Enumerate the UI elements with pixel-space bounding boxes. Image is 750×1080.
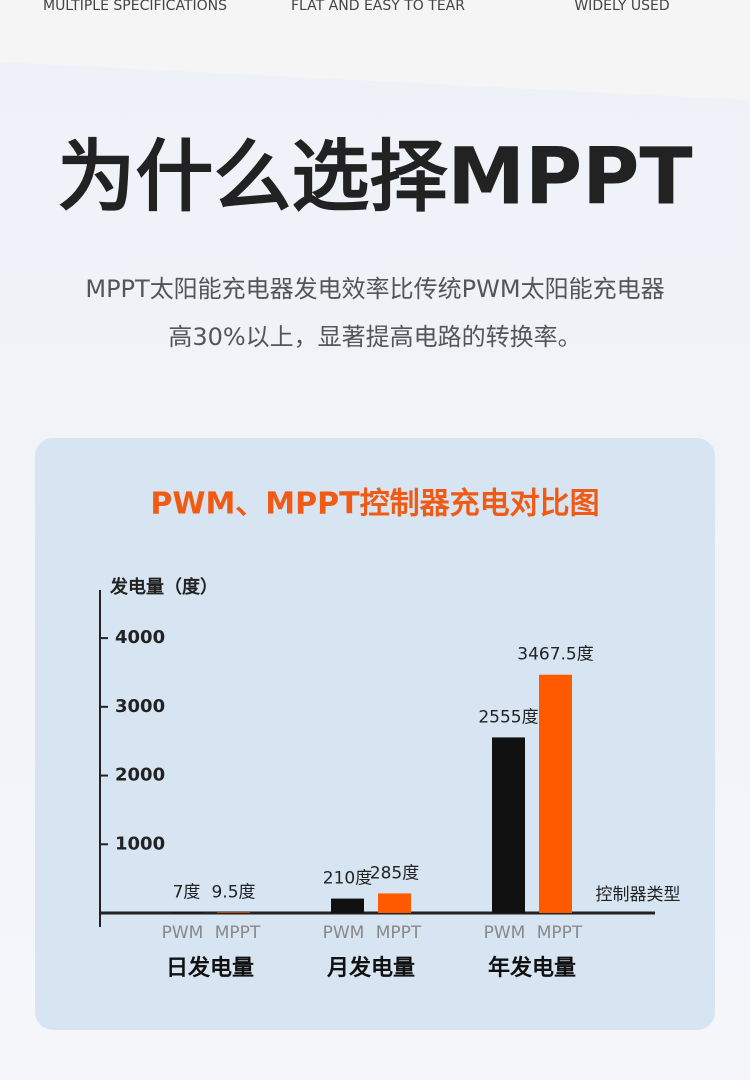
top-strip <box>0 0 750 100</box>
y-tick-label: 3000 <box>115 696 165 717</box>
y-tick-label: 2000 <box>115 765 165 786</box>
y-tick-label: 1000 <box>115 833 165 854</box>
value-label: 285度 <box>370 863 419 883</box>
series-label: MPPT <box>215 923 261 943</box>
feature: FLAT AND EASY TO TEAR <box>291 0 465 14</box>
category-label: 月发电量 <box>326 955 415 981</box>
bar <box>378 893 411 913</box>
value-label: 9.5度 <box>211 882 255 902</box>
category-label: 年发电量 <box>488 955 576 981</box>
series-label: PWM <box>162 923 204 943</box>
series-label: PWM <box>484 923 526 943</box>
value-label: 7度 <box>173 883 201 903</box>
feature: WIDELY USED <box>574 0 669 14</box>
value-label: 3467.5度 <box>517 645 593 665</box>
y-axis-label: 发电量（度） <box>109 576 218 598</box>
series-label: MPPT <box>376 923 422 943</box>
page-title: 为什么选择MPPT <box>57 132 692 222</box>
value-label: 210度 <box>323 869 372 889</box>
series-label: PWM <box>323 923 365 943</box>
bar <box>539 674 572 913</box>
value-label: 2555度 <box>478 707 538 727</box>
category-label: 日发电量 <box>166 955 254 981</box>
bar <box>492 737 525 913</box>
bar <box>331 898 364 913</box>
x-axis-label: 控制器类型 <box>596 885 681 905</box>
description: 高30%以上，显著提高电路的转换率。 <box>168 323 581 351</box>
y-tick-label: 4000 <box>115 627 165 648</box>
chart-title: PWM、MPPT控制器充电对比图 <box>150 487 599 522</box>
description: MPPT太阳能充电器发电效率比传统PWM太阳能充电器 <box>85 275 664 303</box>
series-label: MPPT <box>537 923 583 943</box>
bar <box>217 912 250 913</box>
feature: MULTIPLE SPECIFICATIONS <box>43 0 227 14</box>
